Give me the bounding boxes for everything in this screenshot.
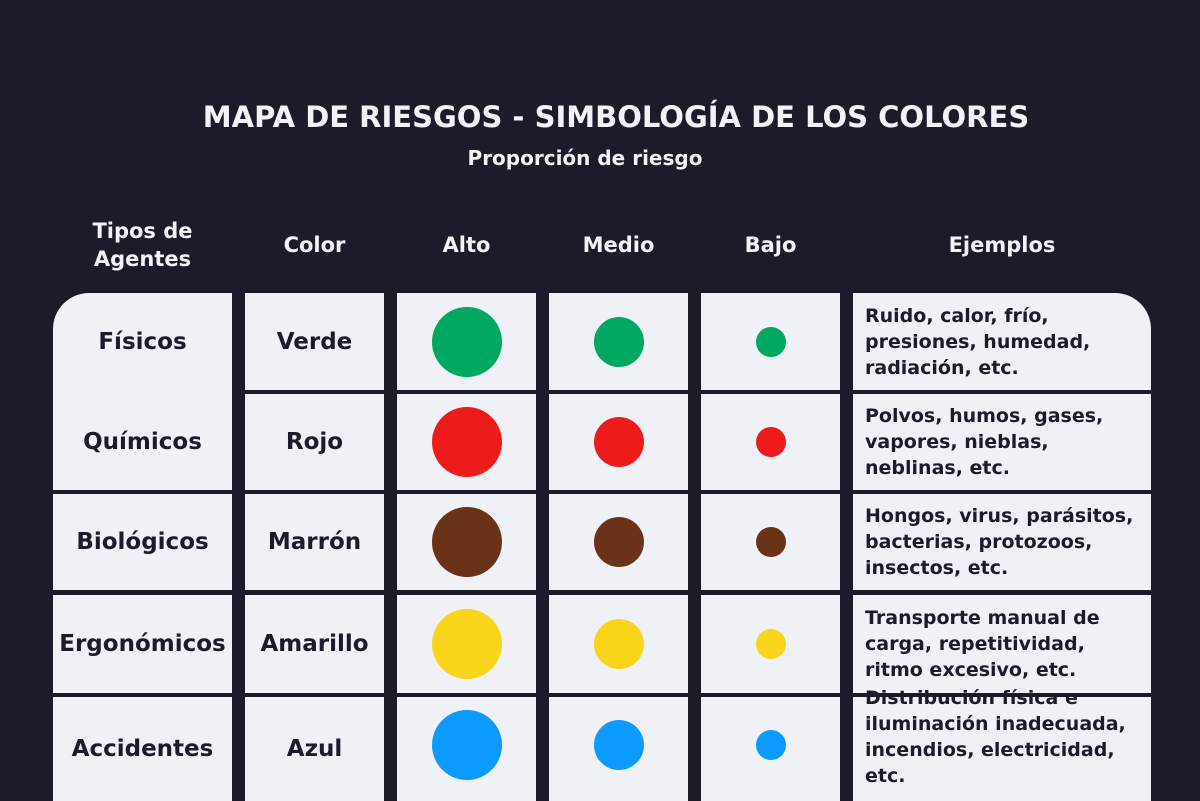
header-agent-type: Tipos de Agentes (92, 219, 193, 271)
risk-medium-cell (549, 293, 688, 390)
risk-medium-circle (593, 316, 644, 367)
risk-low-cell (701, 293, 840, 390)
header-low: Bajo (744, 233, 797, 257)
examples-cell: Transporte manual de carga, repetitivida… (853, 595, 1151, 693)
risk-low-circle (755, 326, 786, 357)
risk-low-circle (755, 427, 786, 457)
risk-high-cell (397, 595, 536, 693)
agent-type-cell: Físicos (53, 293, 232, 402)
header-color: Color (283, 233, 346, 257)
risk-high-cell (397, 494, 536, 590)
examples-cell: Polvos, humos, gases, vapores, nieblas, … (853, 394, 1151, 490)
color-name-cell: Amarillo (245, 595, 384, 693)
agent-type-cell: Ergonómicos (53, 595, 232, 693)
header-medium: Medio (582, 233, 655, 257)
color-name-cell: Verde (245, 293, 384, 390)
risk-high-cell (397, 293, 536, 390)
page-subtitle: Proporción de riesgo (467, 146, 703, 170)
risk-medium-circle (593, 517, 644, 567)
risk-high-circle (431, 609, 502, 679)
header-high: Alto (442, 233, 491, 257)
examples-cell: Hongos, virus, parásitos, bacterias, pro… (853, 494, 1151, 590)
risk-low-cell (701, 494, 840, 590)
risk-high-cell (397, 697, 536, 801)
examples-cell: Ruido, calor, frío, presiones, humedad, … (853, 293, 1151, 390)
risk-medium-circle (593, 720, 644, 770)
risk-medium-cell (549, 394, 688, 490)
risk-high-circle (431, 407, 502, 477)
color-name-cell: Marrón (245, 494, 384, 590)
risk-high-circle (431, 710, 502, 780)
risk-low-circle (755, 527, 786, 557)
agent-type-cell: Biológicos (53, 494, 232, 590)
risk-medium-circle (593, 417, 644, 467)
risk-high-cell (397, 394, 536, 490)
risk-medium-circle (593, 619, 644, 669)
risk-low-cell (701, 394, 840, 490)
risk-low-cell (701, 595, 840, 693)
risk-low-circle (755, 629, 786, 659)
examples-cell: Distribución física e iluminación inadec… (853, 687, 1151, 801)
risk-medium-cell (549, 697, 688, 801)
risk-medium-cell (549, 595, 688, 693)
color-name-cell: Azul (245, 697, 384, 801)
page-title: MAPA DE RIESGOS - SIMBOLOGÍA DE LOS COLO… (202, 100, 1030, 134)
risk-high-circle (431, 507, 502, 577)
agent-type-cell: Accidentes (53, 697, 232, 801)
risk-low-cell (701, 697, 840, 801)
header-examples: Ejemplos (948, 233, 1056, 257)
risk-low-circle (755, 730, 786, 760)
agent-type-cell: Químicos (53, 394, 232, 490)
risk-high-circle (431, 306, 502, 377)
color-name-cell: Rojo (245, 394, 384, 490)
risk-medium-cell (549, 494, 688, 590)
